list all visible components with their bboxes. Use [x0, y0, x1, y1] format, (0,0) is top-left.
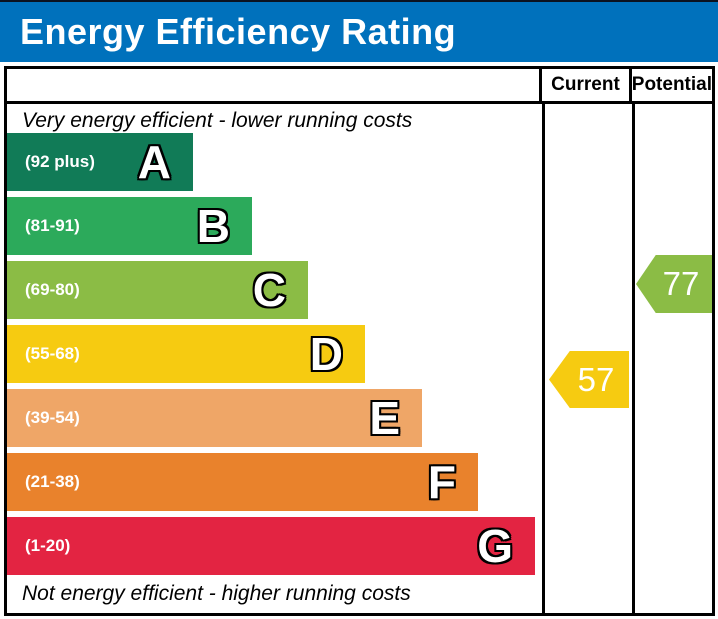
band-letter: C	[252, 264, 286, 316]
band-bar-g: (1-20) G	[7, 517, 535, 575]
band-range-label: (55-68)	[25, 344, 80, 363]
band-b: (81-91) B	[7, 197, 542, 255]
current-rating-value: 57	[577, 360, 615, 398]
potential-rating-value: 77	[662, 265, 700, 302]
current-column-header: Current	[539, 69, 629, 101]
table-body-row: Very energy efficient - lower running co…	[7, 104, 712, 613]
band-d: (55-68) D	[7, 325, 542, 383]
band-range-label: (21-38)	[25, 472, 80, 491]
potential-column-header: Potential	[628, 69, 712, 101]
band-range-label: (81-91)	[25, 216, 80, 235]
band-bar-c: (69-80) C	[7, 261, 308, 319]
chart-title: Energy Efficiency Rating	[20, 11, 457, 52]
band-range-label: (92 plus)	[25, 152, 95, 171]
bottom-note: Not energy efficient - higher running co…	[22, 582, 411, 605]
band-e: (39-54) E	[7, 389, 542, 447]
band-range-label: (69-80)	[25, 280, 80, 299]
chart-title-bar: Energy Efficiency Rating	[0, 0, 718, 62]
band-letter: D	[309, 328, 343, 380]
band-g: (1-20) G	[7, 517, 542, 575]
header-spacer-cell	[7, 69, 539, 101]
band-letter: F	[427, 456, 456, 508]
band-letter: B	[196, 200, 230, 252]
top-note: Very energy efficient - lower running co…	[22, 109, 413, 132]
current-column: 57	[542, 104, 632, 613]
potential-rating-arrow: 77	[636, 255, 712, 313]
band-bar-b: (81-91) B	[7, 197, 252, 255]
bands: (92 plus) A (81-91) B (69-80) C (55-68) D (39-54…	[7, 133, 542, 575]
band-bar-d: (55-68) D	[7, 325, 365, 383]
band-range-label: (39-54)	[25, 408, 80, 427]
rating-table: Current Potential Very energy efficient …	[4, 66, 715, 616]
potential-column: 77	[632, 104, 712, 613]
band-a: (92 plus) A	[7, 133, 542, 191]
band-letter: E	[369, 392, 400, 444]
bands-column: Very energy efficient - lower running co…	[7, 104, 542, 613]
band-letter: A	[137, 136, 171, 188]
band-bar-f: (21-38) F	[7, 453, 478, 511]
band-c: (69-80) C	[7, 261, 542, 319]
table-header-row: Current Potential	[7, 69, 712, 104]
current-rating-arrow: 57	[549, 351, 629, 408]
band-bar-e: (39-54) E	[7, 389, 422, 447]
band-letter: G	[477, 520, 513, 572]
band-range-label: (1-20)	[25, 536, 71, 555]
band-f: (21-38) F	[7, 453, 542, 511]
band-bar-a: (92 plus) A	[7, 133, 193, 191]
